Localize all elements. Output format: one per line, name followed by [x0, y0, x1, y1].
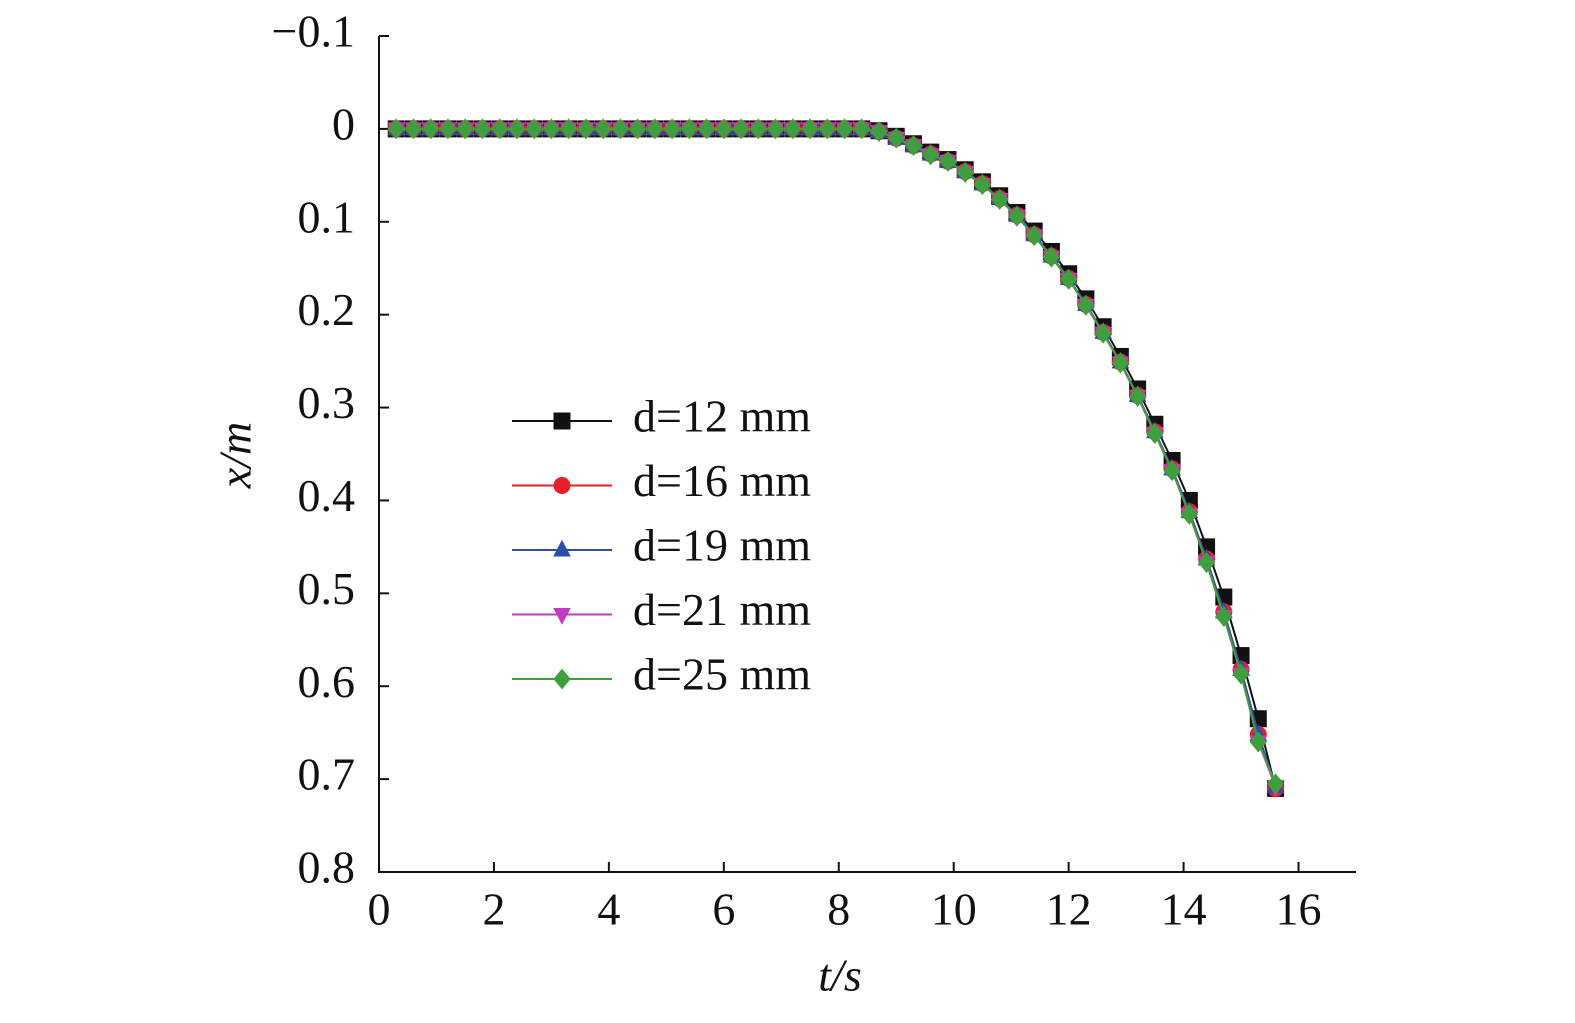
data-point [1094, 322, 1112, 344]
series-line [396, 127, 1277, 785]
x-tick-label: 2 [482, 884, 505, 935]
data-point [1146, 423, 1164, 444]
x-tick-label: 8 [827, 884, 850, 935]
data-point [594, 118, 612, 140]
data-point [853, 118, 871, 140]
legend-marker [553, 539, 571, 557]
data-point [439, 118, 457, 140]
y-tick-label: 0.5 [298, 563, 356, 614]
data-point [1025, 225, 1043, 247]
data-point [404, 118, 423, 140]
data-point [766, 118, 785, 140]
data-point [491, 118, 509, 140]
data-point [922, 144, 940, 166]
data-point [732, 118, 750, 140]
data-point [1249, 731, 1267, 753]
legend-marker [553, 608, 571, 625]
y-tick-label: 0.2 [298, 284, 356, 335]
x-tick-label: 4 [597, 884, 620, 935]
y-tick-label: 0.4 [298, 470, 356, 521]
data-point [387, 118, 405, 140]
y-axis-label: x/m [210, 422, 261, 489]
y-tick-label: 0.8 [298, 842, 356, 893]
data-point [663, 118, 681, 140]
data-point [1180, 503, 1198, 525]
data-point [835, 118, 854, 140]
data-point [1128, 386, 1147, 407]
legend-label: d=25 mm [633, 649, 811, 700]
data-point [991, 189, 1009, 210]
y-tick-label: 0.3 [298, 377, 356, 428]
y-tick-label: 0.7 [298, 749, 356, 800]
x-tick-label: 6 [712, 884, 735, 935]
data-point [784, 118, 802, 140]
data-point [887, 127, 905, 149]
data-point [525, 118, 543, 140]
x-tick-label: 0 [368, 884, 391, 935]
data-point [956, 162, 974, 183]
data-point [1077, 294, 1095, 316]
series-line [396, 127, 1277, 787]
legend-label: d=21 mm [633, 584, 811, 635]
x-axis-label: t/s [818, 950, 861, 1001]
data-point [680, 118, 698, 140]
data-point [1197, 552, 1216, 574]
x-tick-label: 16 [1276, 884, 1322, 935]
data-point [508, 118, 526, 140]
data-point [1215, 606, 1233, 627]
data-point [1111, 352, 1130, 374]
legend-marker [553, 668, 571, 690]
data-point [697, 118, 716, 140]
y-tick-label: 0.1 [298, 191, 356, 242]
series-line [396, 127, 1277, 787]
y-tick-label: 0 [332, 98, 355, 149]
data-point [1042, 246, 1061, 268]
data-point [422, 118, 440, 140]
data-point [611, 118, 630, 140]
legend-label: d=12 mm [633, 391, 811, 442]
data-point [456, 118, 474, 140]
data-point [577, 118, 595, 140]
data-point [1232, 663, 1250, 685]
data-point [473, 118, 492, 140]
legend-label: d=19 mm [633, 520, 811, 571]
data-point [1163, 460, 1181, 482]
x-tick-label: 10 [931, 884, 977, 935]
legend-marker [553, 412, 571, 430]
data-point [542, 118, 561, 140]
data-point [715, 118, 733, 140]
data-point [1008, 205, 1026, 227]
x-tick-label: 12 [1046, 884, 1092, 935]
data-point [801, 118, 819, 140]
data-point [904, 135, 923, 156]
data-point [628, 118, 647, 140]
legend-label: d=16 mm [633, 455, 811, 506]
data-point [1266, 773, 1285, 795]
series-line [396, 127, 1277, 789]
data-point [560, 118, 578, 140]
data-point [973, 174, 992, 196]
data-point [939, 151, 957, 172]
legend-marker [553, 477, 571, 494]
data-point [870, 121, 888, 143]
data-point [1059, 268, 1078, 290]
y-tick-label: −0.1 [272, 6, 355, 57]
data-point [818, 118, 836, 140]
x-tick-label: 14 [1161, 884, 1207, 935]
axes [378, 36, 1356, 873]
data-point [749, 118, 767, 140]
data-point [646, 118, 664, 140]
y-tick-label: 0.6 [298, 656, 356, 707]
series-line [396, 127, 1277, 789]
